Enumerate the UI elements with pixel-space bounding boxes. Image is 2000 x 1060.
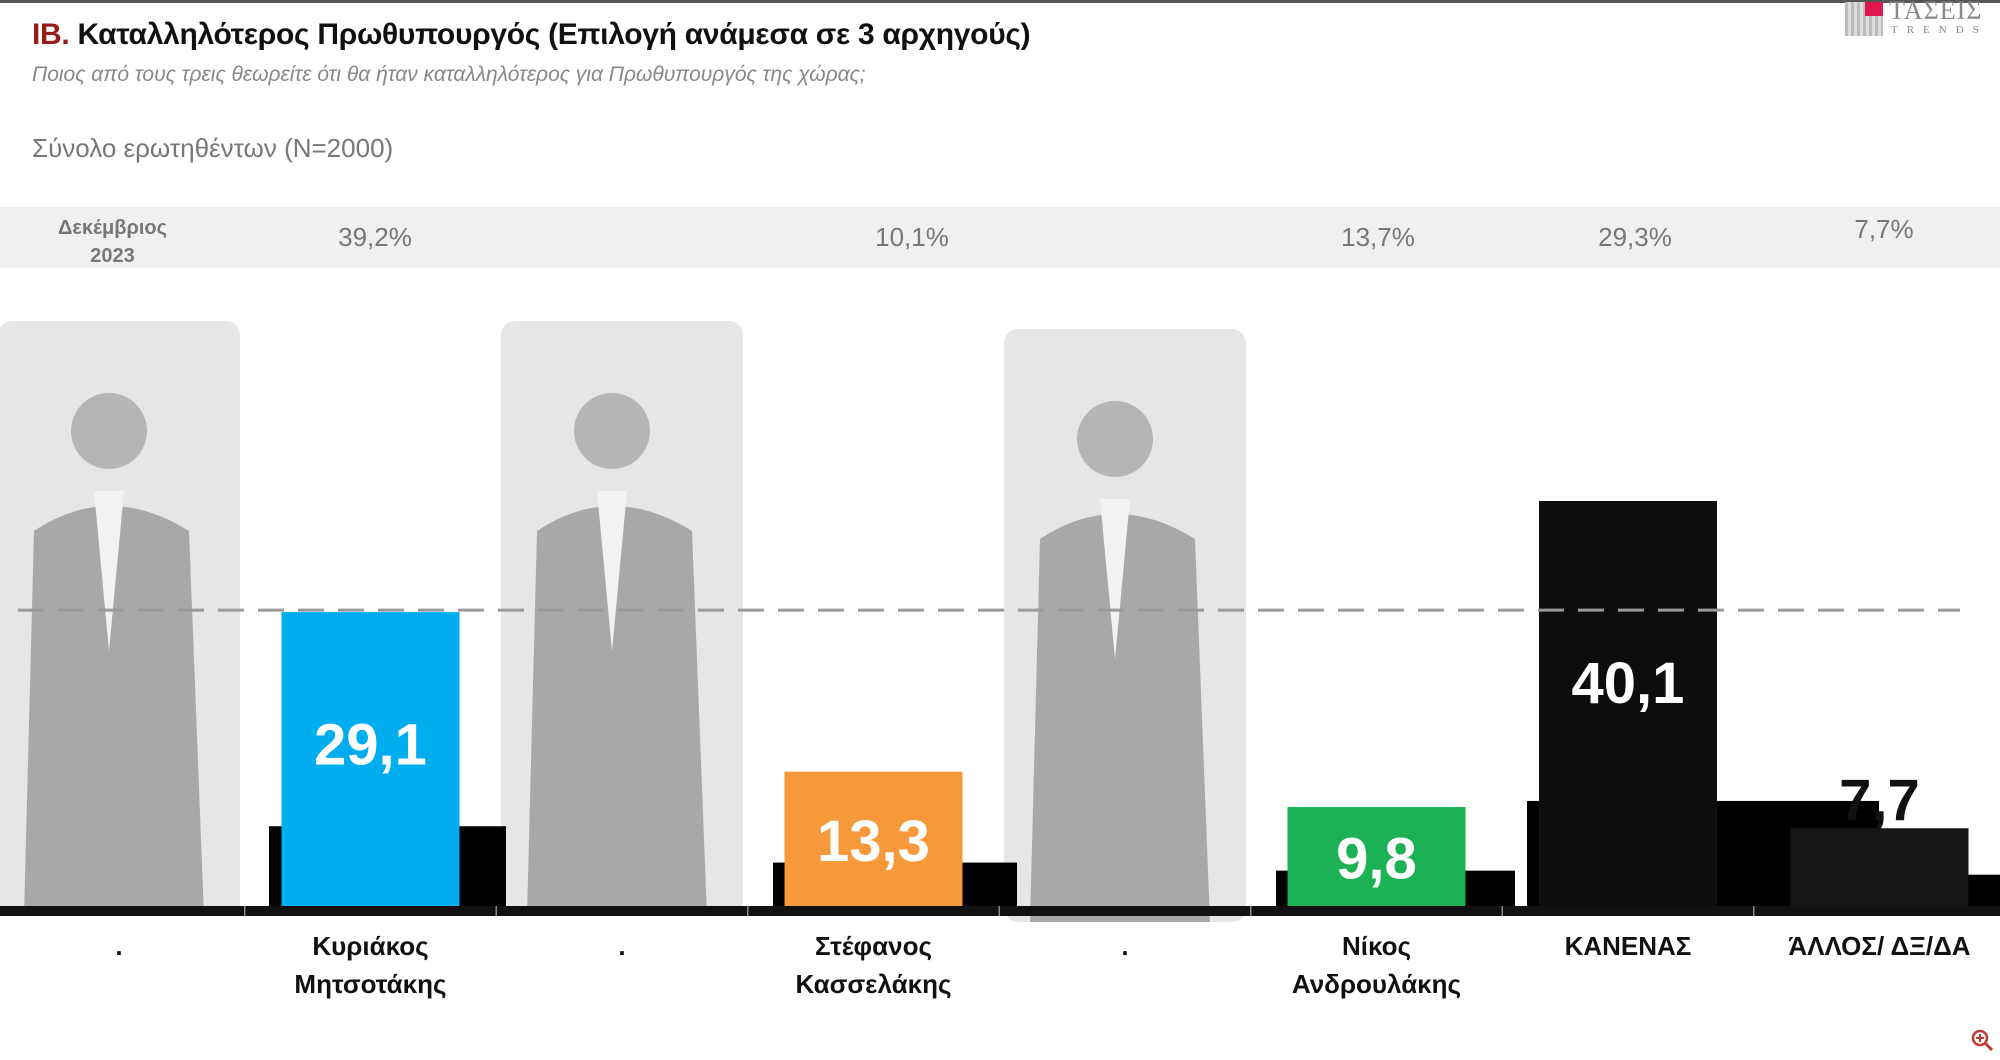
previous-value: 39,2% — [338, 222, 412, 252]
bar — [1539, 500, 1717, 906]
chart-subtitle: Ποιος από τους τρεις θεωρείτε ότι θα ήτα… — [32, 63, 866, 86]
zoom-in-icon[interactable] — [1970, 1028, 1994, 1052]
bar — [1287, 807, 1466, 906]
title-number: ΙΒ. — [32, 18, 70, 51]
bar-value-label: 9,8 — [1336, 827, 1417, 892]
person-shirt — [1100, 499, 1130, 659]
bar-value-label: 7,7 — [1839, 768, 1920, 833]
bar — [784, 771, 963, 906]
category-label: Ανδρουλάκης — [1292, 969, 1461, 999]
previous-value: 7,7% — [1854, 214, 1914, 244]
category-label: Μητσοτάκης — [294, 969, 446, 999]
candidate-photo — [0, 321, 240, 916]
previous-value: 29,3% — [1598, 222, 1672, 252]
bar-value-label: 40,1 — [1572, 651, 1685, 716]
comparison-label: Δεκέμβριος 2023 — [40, 214, 185, 270]
category-label: Κασσελάκης — [795, 969, 951, 999]
title-text: Καταλληλότερος Πρωθυπουργός (Επιλογή ανά… — [77, 18, 1031, 51]
category-label: . — [618, 931, 625, 961]
category-label: ΚΑΝΕΝΑΣ — [1565, 931, 1692, 961]
comparison-month: Δεκέμβριος — [57, 217, 168, 239]
bar — [1790, 828, 1969, 906]
logo-accent — [1865, 2, 1883, 16]
logo-text: ΤΑΣΕΙΣ — [1889, 0, 1983, 25]
person-head — [1077, 401, 1153, 477]
comparison-year: 2023 — [90, 245, 135, 267]
person-shirt — [94, 491, 124, 651]
logo: ΤΑΣΕΙΣ TRENDS — [1845, 0, 1995, 38]
person-head — [71, 393, 147, 469]
bar-value-label: 13,3 — [817, 809, 930, 874]
category-label: . — [1121, 931, 1128, 961]
candidate-photo — [501, 321, 743, 916]
person-head — [574, 393, 650, 469]
sample-base: Σύνολο ερωτηθέντων (N=2000) — [32, 133, 394, 163]
previous-value: 10,1% — [875, 222, 949, 252]
category-label: . — [115, 931, 122, 961]
bar — [281, 612, 460, 906]
logo-subtext: TRENDS — [1891, 24, 1988, 36]
comparison-band — [0, 207, 2000, 268]
previous-value: 13,7% — [1341, 222, 1415, 252]
person-body — [24, 506, 204, 916]
person-body — [1030, 514, 1210, 922]
category-label: ΆΛΛΟΣ/ ΔΞ/ΔΑ — [1788, 931, 1970, 961]
person-body — [527, 506, 707, 916]
candidate-photo — [1004, 329, 1246, 922]
category-label: Νίκος — [1342, 931, 1411, 961]
category-label: Στέφανος — [815, 931, 932, 961]
bar-value-label: 29,1 — [314, 712, 427, 777]
top-border — [0, 0, 2000, 3]
chart-title: ΙΒ. Καταλληλότερος Πρωθυπουργός (Επιλογή… — [32, 18, 1031, 52]
person-shirt — [597, 491, 627, 651]
category-label: Κυριάκος — [312, 931, 428, 961]
